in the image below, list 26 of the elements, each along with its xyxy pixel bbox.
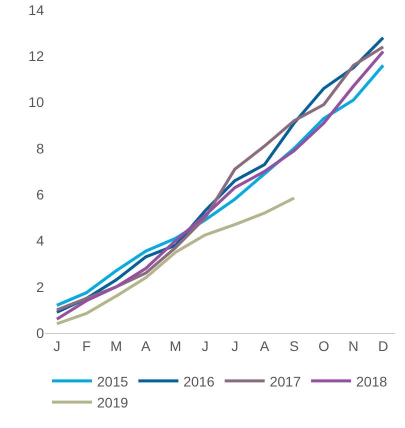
y-tick-label: 8 xyxy=(36,140,44,156)
y-tick-label: 10 xyxy=(28,94,44,110)
legend-label: 2017 xyxy=(270,373,302,390)
x-tick-label: N xyxy=(348,338,359,354)
y-tick-label: 4 xyxy=(36,232,44,249)
x-tick-label: A xyxy=(141,338,152,354)
x-tick-label: J xyxy=(53,338,60,354)
legend-label: 2015 xyxy=(97,373,128,390)
x-tick-label: D xyxy=(378,338,388,354)
legend-label: 2018 xyxy=(356,373,388,390)
y-tick-label: 0 xyxy=(36,324,44,341)
legend-label: 2016 xyxy=(183,373,215,390)
x-tick-label: O xyxy=(318,338,330,354)
legend-label: 2019 xyxy=(97,394,128,411)
y-tick-label: 12 xyxy=(28,48,44,64)
x-tick-label: J xyxy=(231,338,238,354)
x-tick-label: M xyxy=(170,338,182,354)
x-tick-label: M xyxy=(110,338,122,354)
line-series xyxy=(55,196,296,326)
y-tick-label: 14 xyxy=(28,2,44,18)
x-tick-label: A xyxy=(260,338,270,354)
x-tick-label: F xyxy=(82,338,91,354)
y-tick-label: 2 xyxy=(36,278,44,295)
y-tick-label: 6 xyxy=(36,186,44,202)
x-tick-label: J xyxy=(202,338,209,354)
x-tick-label: S xyxy=(289,338,299,354)
